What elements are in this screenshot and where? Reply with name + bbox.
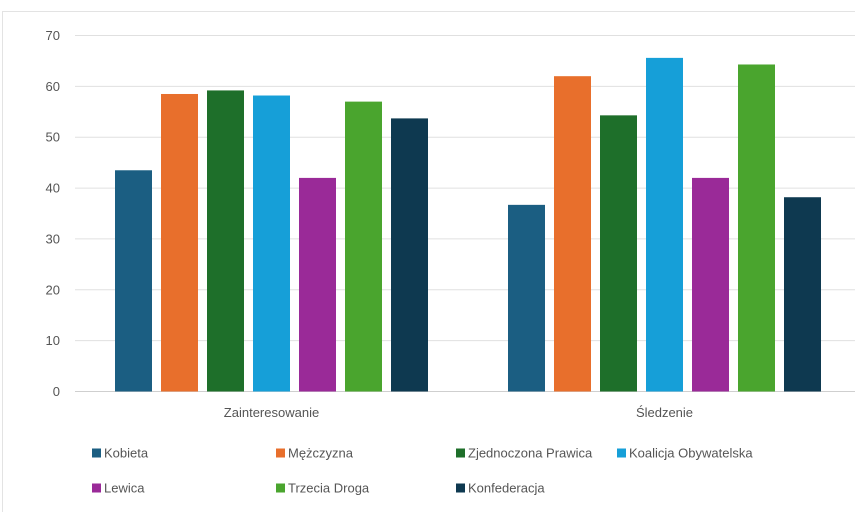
bar xyxy=(600,115,637,392)
y-axis-tick-labels: 0 10 20 30 40 50 60 70 xyxy=(46,28,60,399)
legend-item: Kobieta xyxy=(92,446,149,461)
y-tick-label: 70 xyxy=(46,28,60,43)
legend-item: Lewica xyxy=(92,481,145,496)
legend-swatch xyxy=(276,448,285,458)
bars xyxy=(115,57,821,392)
legend-label: Trzecia Droga xyxy=(288,481,370,496)
legend-swatch xyxy=(456,448,465,458)
bar xyxy=(391,118,428,392)
y-tick-label: 30 xyxy=(46,231,60,246)
bar xyxy=(554,76,591,392)
bar xyxy=(508,204,545,392)
legend-label: Lewica xyxy=(104,481,145,496)
bar xyxy=(738,64,775,392)
legend-swatch xyxy=(92,483,101,493)
x-category-label: Zainteresowanie xyxy=(224,405,319,420)
legend-swatch xyxy=(276,483,285,493)
bar xyxy=(207,90,244,392)
legend-item: Konfederacja xyxy=(456,481,545,496)
bar xyxy=(692,177,729,392)
gridlines xyxy=(75,35,855,392)
y-tick-label: 20 xyxy=(46,282,60,297)
bar xyxy=(345,101,382,392)
legend-label: Zjednoczona Prawica xyxy=(468,446,593,461)
legend-swatch xyxy=(617,448,626,458)
legend-swatch xyxy=(92,448,101,458)
bar xyxy=(115,170,152,392)
y-tick-label: 40 xyxy=(46,181,60,196)
x-axis-category-labels: Zainteresowanie Śledzenie xyxy=(224,405,693,420)
legend-item: Zjednoczona Prawica xyxy=(456,446,593,461)
legend: Kobieta Mężczyzna Zjednoczona Prawica Koali… xyxy=(92,446,753,496)
bar xyxy=(646,57,683,392)
legend-label: Koalicja Obywatelska xyxy=(629,446,753,461)
bar xyxy=(784,197,821,392)
legend-label: Mężczyzna xyxy=(288,446,354,461)
y-tick-label: 10 xyxy=(46,333,60,348)
legend-item: Mężczyzna xyxy=(276,446,354,461)
bar xyxy=(253,95,290,392)
x-category-label: Śledzenie xyxy=(636,405,693,420)
y-tick-label: 60 xyxy=(46,79,60,94)
bar xyxy=(299,177,336,392)
y-tick-label: 50 xyxy=(46,130,60,145)
bar xyxy=(161,93,198,392)
y-tick-label: 0 xyxy=(53,384,60,399)
legend-item: Trzecia Droga xyxy=(276,481,370,496)
legend-label: Konfederacja xyxy=(468,481,545,496)
legend-swatch xyxy=(456,483,465,493)
legend-label: Kobieta xyxy=(104,446,149,461)
legend-item: Koalicja Obywatelska xyxy=(617,446,753,461)
